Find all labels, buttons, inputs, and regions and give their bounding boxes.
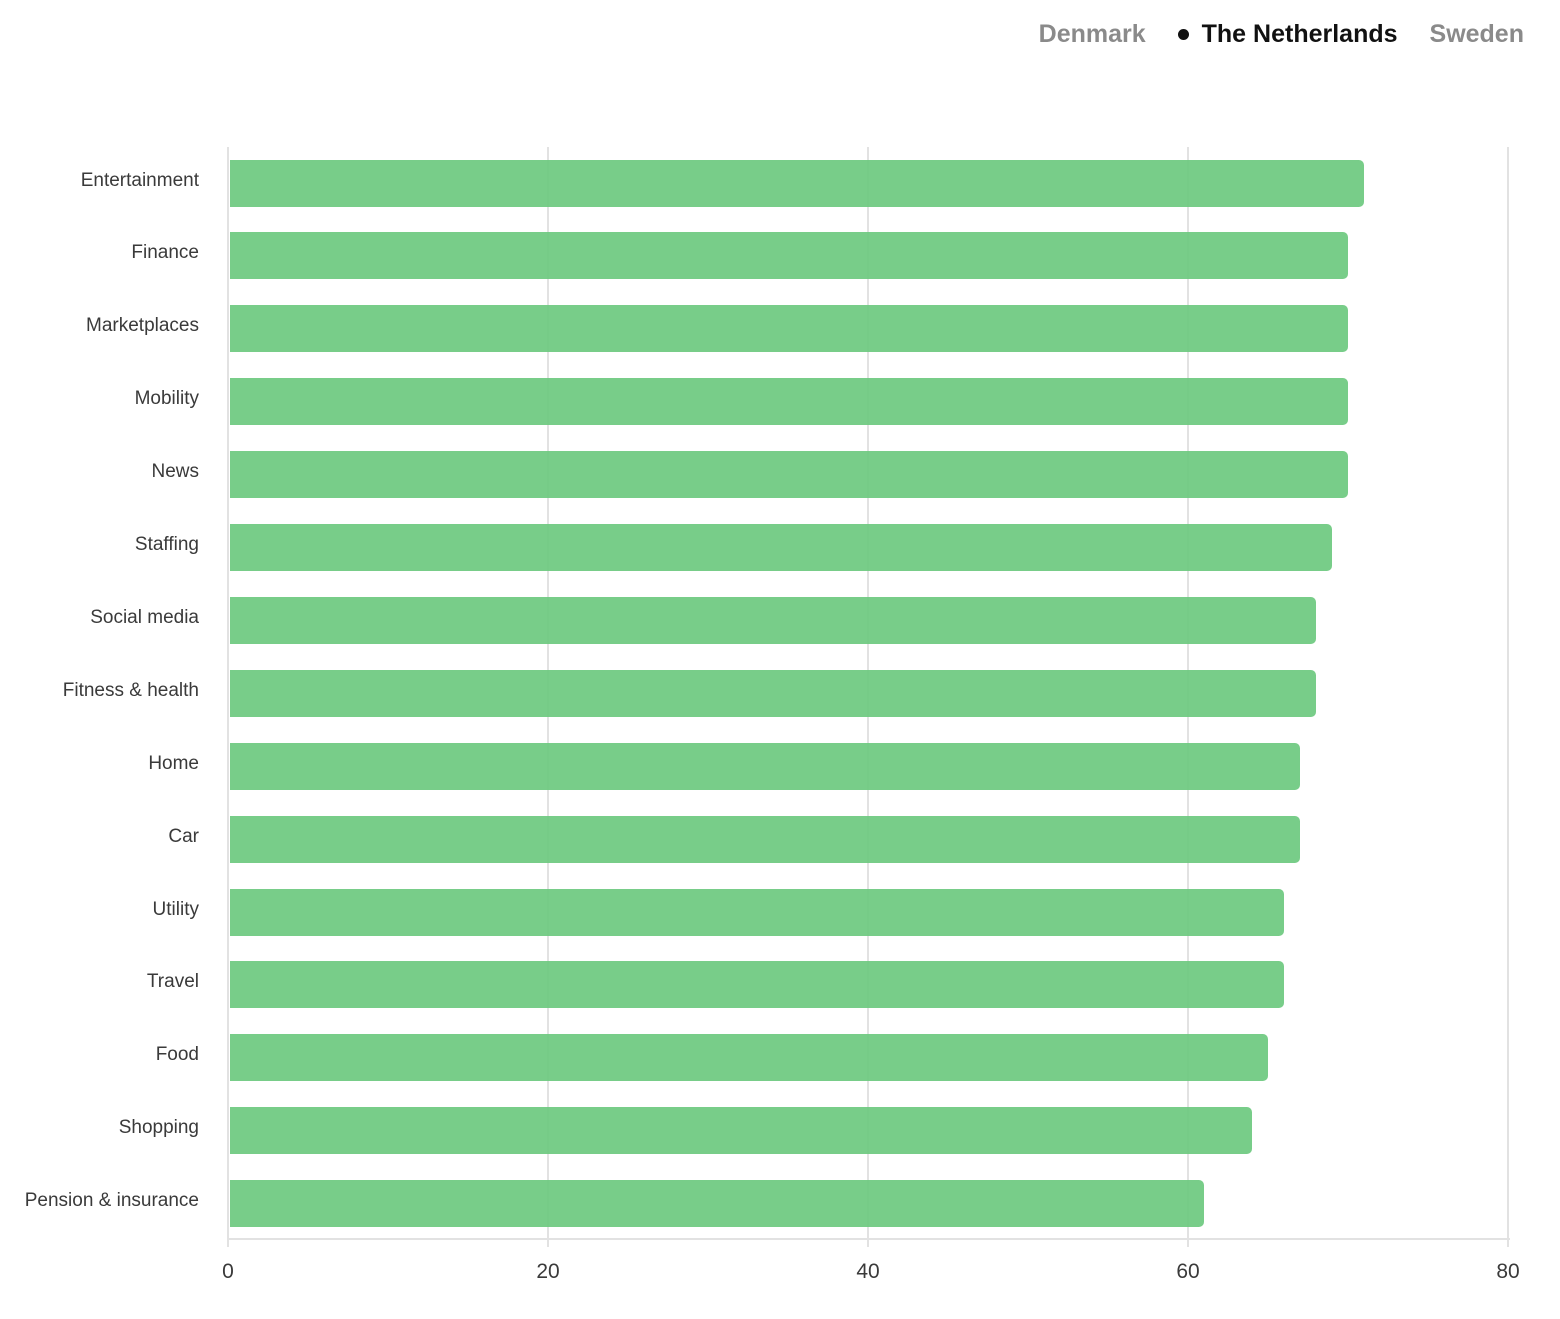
x-tick-label: 60 bbox=[1176, 1260, 1200, 1283]
category-label: Social media bbox=[90, 606, 199, 628]
plot-area bbox=[227, 147, 1510, 1247]
legend-item-sweden[interactable]: Sweden bbox=[1430, 20, 1524, 49]
bar[interactable] bbox=[230, 305, 1348, 353]
bar[interactable] bbox=[230, 378, 1348, 426]
bar[interactable] bbox=[230, 524, 1332, 571]
bar[interactable] bbox=[230, 596, 1316, 644]
category-label: Finance bbox=[131, 242, 199, 264]
legend-label: Sweden bbox=[1429, 20, 1524, 48]
gridline bbox=[227, 147, 229, 1247]
category-label: Staffing bbox=[134, 534, 199, 555]
bar[interactable] bbox=[230, 815, 1300, 863]
x-tick-label: 40 bbox=[856, 1260, 880, 1283]
legend-item-the-netherlands[interactable]: The Netherlands bbox=[1177, 20, 1398, 49]
category-label: Entertainment bbox=[80, 169, 199, 191]
bar[interactable] bbox=[230, 888, 1284, 936]
category-label: Utility bbox=[152, 898, 199, 920]
category-label: Pension & insurance bbox=[24, 1190, 199, 1212]
bar[interactable] bbox=[230, 232, 1348, 280]
gridline bbox=[1507, 147, 1509, 1247]
series-legend: Denmark The Netherlands Sweden bbox=[1039, 20, 1524, 49]
bar[interactable] bbox=[230, 1107, 1252, 1155]
bar[interactable] bbox=[230, 742, 1300, 790]
x-tick-label: 0 bbox=[222, 1260, 234, 1283]
bar[interactable] bbox=[230, 1180, 1204, 1228]
legend-label: The Netherlands bbox=[1201, 20, 1398, 48]
bar[interactable] bbox=[230, 451, 1348, 499]
category-label: Shopping bbox=[118, 1117, 199, 1139]
bar[interactable] bbox=[230, 961, 1284, 1009]
category-label: Marketplaces bbox=[86, 315, 199, 337]
x-tick-label: 80 bbox=[1496, 1260, 1520, 1283]
category-label: Car bbox=[168, 825, 199, 847]
selected-dot-icon bbox=[1177, 29, 1189, 40]
category-label: Food bbox=[155, 1044, 199, 1066]
bar[interactable] bbox=[230, 159, 1364, 207]
bar[interactable] bbox=[230, 669, 1316, 717]
category-label: Travel bbox=[146, 971, 199, 993]
bar[interactable] bbox=[230, 1034, 1268, 1082]
category-label: News bbox=[151, 461, 199, 483]
legend-label: Denmark bbox=[1038, 20, 1146, 48]
category-label: Home bbox=[148, 752, 199, 774]
x-axis-line bbox=[228, 1238, 1510, 1240]
legend-item-denmark[interactable]: Denmark bbox=[1039, 20, 1146, 49]
x-tick-label: 20 bbox=[536, 1260, 560, 1283]
category-label: Fitness & health bbox=[62, 679, 199, 701]
category-label: Mobility bbox=[134, 388, 199, 410]
